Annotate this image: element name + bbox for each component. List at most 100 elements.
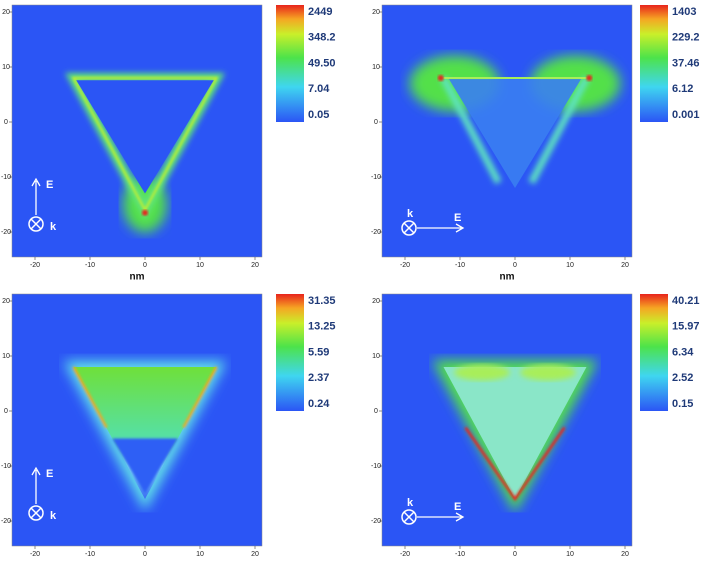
colorbar-label: 37.46 (672, 57, 700, 69)
e-arrow (31, 466, 41, 504)
polarization-icon: Ek (28, 466, 57, 522)
y-tick-label: 20 (372, 9, 380, 16)
k-symbol (403, 222, 415, 234)
colorbar-label: 0.001 (672, 109, 700, 121)
frame (11, 4, 263, 258)
e-arrow (31, 177, 41, 215)
plot-area (12, 294, 262, 546)
y-tick-label: 0 (4, 408, 8, 415)
x-tick-label: 20 (621, 551, 629, 558)
x-tick-label: 10 (566, 262, 574, 269)
colorbar (640, 5, 668, 122)
colorbar-label: 6.34 (672, 346, 694, 358)
polarization-icon: Ek (401, 497, 465, 525)
colorbar-label: 7.04 (308, 83, 330, 95)
k-symbol (401, 220, 417, 236)
colorbar-label: 40.21 (672, 295, 700, 307)
k-label: k (407, 208, 414, 220)
particle (73, 367, 217, 499)
panel: -20 -10 0 10 20 20 10 0 -10 -20 nm 31.35 13.25 5.59 2.… (1, 293, 336, 563)
field-edge (72, 366, 218, 429)
x-tick-label: 10 (196, 551, 204, 558)
particle (76, 80, 214, 194)
y-tick-label: 20 (2, 298, 10, 305)
polarization-icon: Ek (401, 208, 465, 236)
field-edge (71, 77, 219, 213)
panel: -20 -10 0 10 20 20 10 0 -10 -20 nm 2449 348.2 49.50 7.… (1, 4, 336, 283)
y-tick-label: 10 (2, 64, 10, 71)
colorbar-label: 31.35 (308, 295, 336, 307)
panel: -20 -10 0 10 20 20 10 0 -10 -20 nm 1403 229.2 37.46 6.… (371, 4, 700, 283)
field-edge (464, 426, 566, 502)
y-tick-label: -10 (371, 463, 381, 470)
y-tick-label: -10 (1, 174, 11, 181)
colorbar-label: 5.59 (308, 346, 329, 358)
x-tick-label: -10 (455, 551, 465, 558)
y-tick-label: 20 (372, 298, 380, 305)
plot-area (382, 294, 632, 546)
plot-area (12, 5, 262, 257)
colorbar-label: 0.24 (308, 398, 330, 410)
plot-area (382, 5, 632, 257)
colorbar-label: 0.05 (308, 109, 329, 121)
x-axis-label: nm (500, 272, 515, 283)
x-tick-label: -10 (455, 262, 465, 269)
colorbar (640, 294, 668, 411)
panel: -20 -10 0 10 20 20 10 0 -10 -20 nm 40.21 15.97 6.34 2.… (371, 293, 700, 563)
hotspot (437, 75, 444, 81)
x-tick-label: 0 (513, 262, 517, 269)
colorbar (276, 5, 304, 122)
field-glow (520, 364, 576, 381)
x-tick-label: -20 (30, 551, 40, 558)
k-symbol (30, 218, 42, 230)
colorbar-label: 229.2 (672, 32, 700, 44)
colorbar-label: 2.52 (672, 372, 693, 384)
y-tick-label: -20 (1, 229, 11, 236)
y-tick-label: -20 (371, 229, 381, 236)
frame (11, 293, 263, 547)
x-tick-label: 0 (143, 551, 147, 558)
x-tick-label: 0 (513, 551, 517, 558)
colorbar-label: 13.25 (308, 321, 336, 333)
y-tick-label: 0 (4, 119, 8, 126)
colorbar-label: 0.15 (672, 398, 693, 410)
x-tick-label: -20 (30, 262, 40, 269)
x-tick-label: 0 (143, 262, 147, 269)
x-tick-label: -10 (85, 551, 95, 558)
y-tick-label: 10 (372, 64, 380, 71)
x-tick-label: 10 (196, 262, 204, 269)
e-label: E (46, 468, 53, 480)
e-label: E (454, 212, 461, 224)
x-axis-label: nm (130, 561, 145, 563)
e-label: E (46, 179, 53, 191)
k-symbol (403, 511, 415, 523)
e-arrow (417, 223, 465, 233)
e-arrow (417, 512, 465, 522)
e-label: E (454, 501, 461, 513)
y-tick-label: 10 (372, 353, 380, 360)
x-tick-label: -20 (400, 551, 410, 558)
k-label: k (407, 497, 414, 509)
hotspot (142, 209, 148, 216)
y-tick-label: -20 (371, 518, 381, 525)
x-axis-label: nm (130, 272, 145, 283)
field-glow (454, 364, 510, 381)
colorbar-label: 1403 (672, 6, 696, 18)
x-tick-label: 20 (251, 551, 259, 558)
x-tick-label: 20 (621, 262, 629, 269)
k-symbol (401, 509, 417, 525)
y-tick-label: 0 (374, 119, 378, 126)
k-label: k (50, 510, 57, 522)
frame (381, 293, 633, 547)
x-tick-label: -10 (85, 262, 95, 269)
polarization-icon: Ek (28, 177, 57, 233)
y-tick-label: 10 (2, 353, 10, 360)
k-symbol (28, 216, 44, 232)
colorbar-label: 348.2 (308, 32, 336, 44)
x-tick-label: -20 (400, 262, 410, 269)
k-label: k (50, 221, 57, 233)
hotspot (586, 75, 593, 81)
field-glow (440, 76, 590, 185)
colorbar-label: 6.12 (672, 83, 693, 95)
